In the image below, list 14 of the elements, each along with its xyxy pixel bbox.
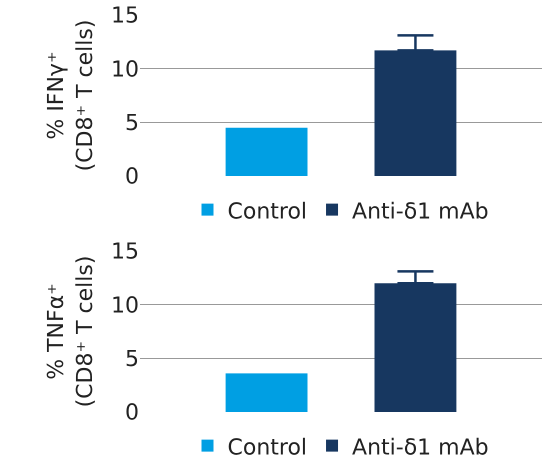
y-tick-label: 5 xyxy=(125,347,139,372)
y-tick-label: 10 xyxy=(111,57,139,82)
y-tick-label: 5 xyxy=(125,111,139,136)
y-tick-label: 0 xyxy=(125,400,139,426)
y-tick-label: 15 xyxy=(111,240,139,265)
y-tick-label: 15 xyxy=(111,4,139,29)
y-tick-label: 0 xyxy=(125,164,139,190)
legend-label: Anti-δ1 mAb xyxy=(352,435,489,460)
legend-label: Anti-δ1 mAb xyxy=(352,199,489,224)
legend-label: Control xyxy=(228,199,308,224)
y-axis-title: % IFNγ⁺ (CD8⁺ T cells) xyxy=(44,20,98,172)
y-tick-label: 10 xyxy=(111,293,139,318)
legend-label: Control xyxy=(228,435,308,460)
y-axis-title: % TNFα⁺ (CD8⁺ T cells) xyxy=(44,256,98,408)
